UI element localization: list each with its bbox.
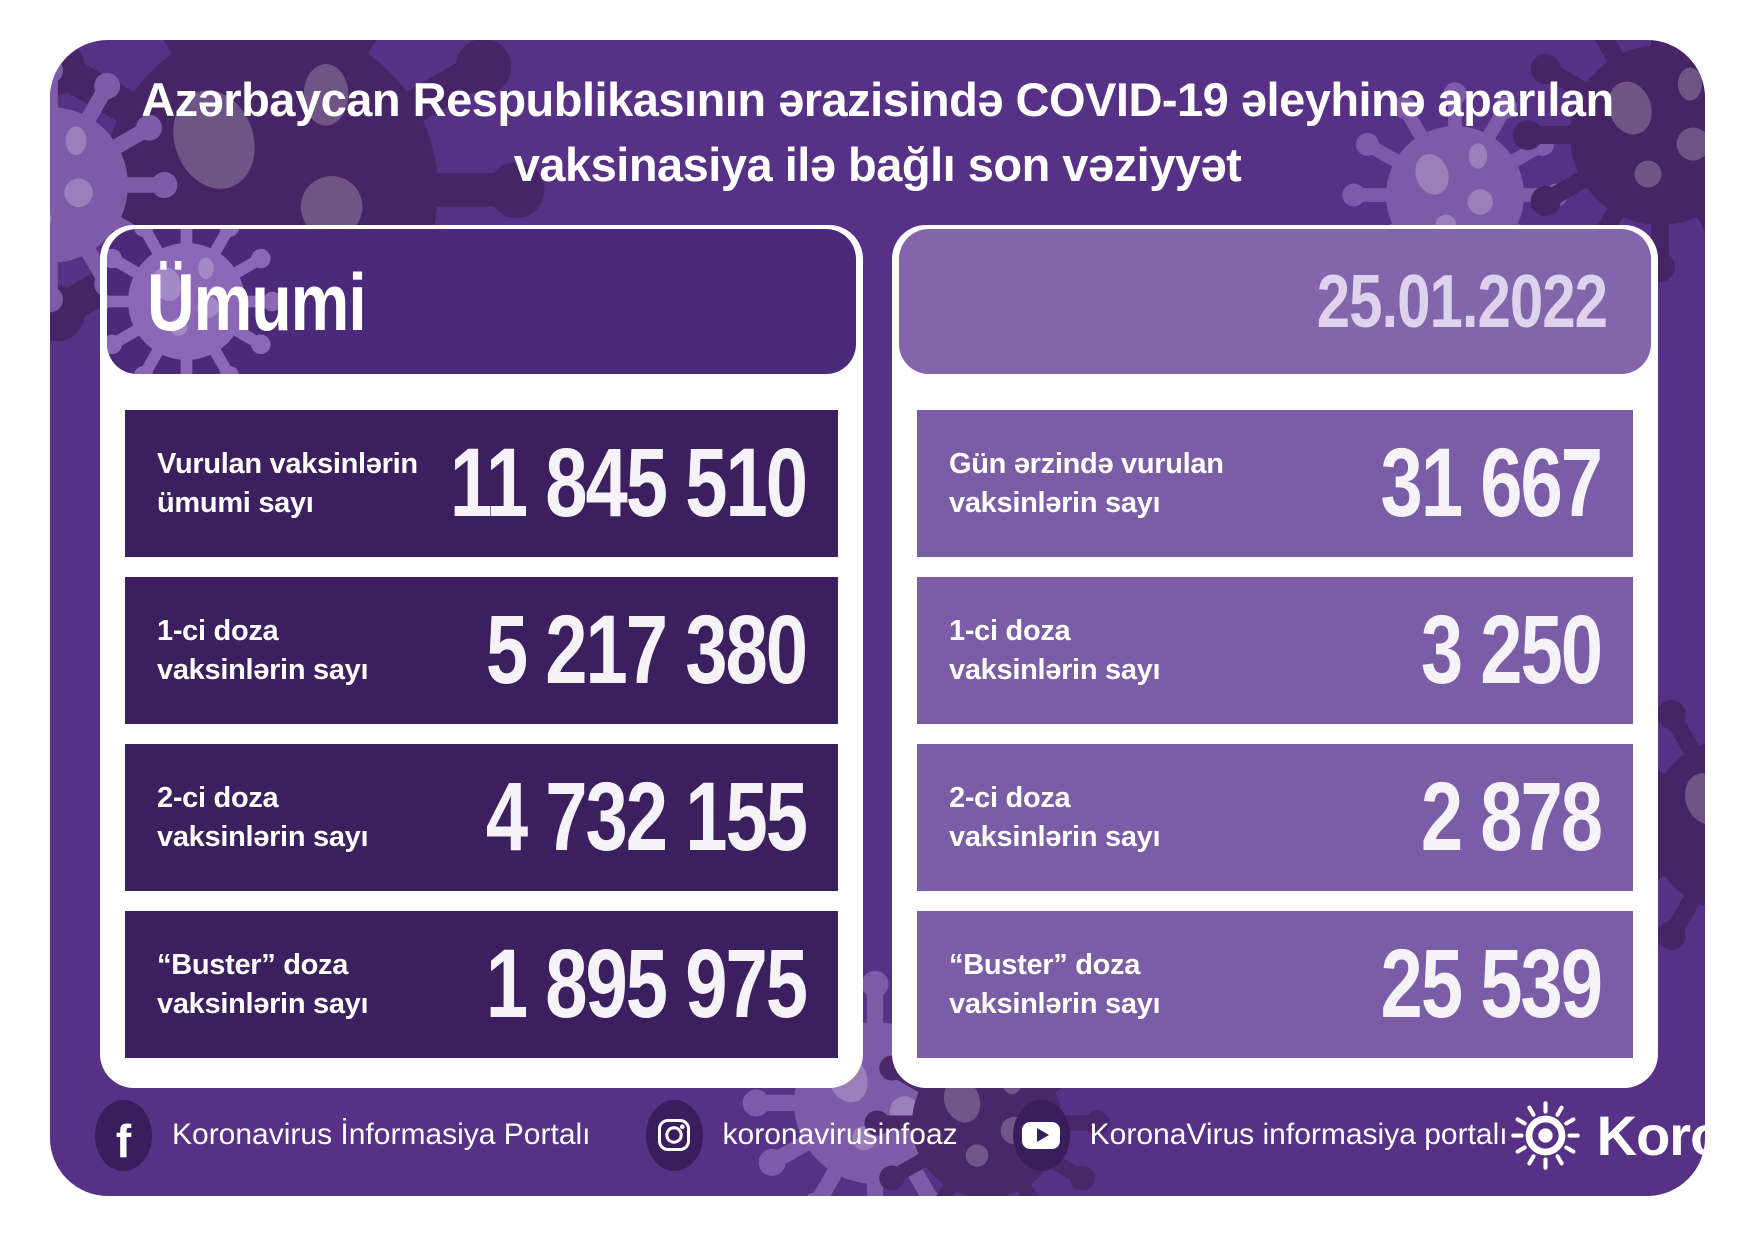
instagram-link[interactable]: koronavirusinfoaz: [645, 1099, 958, 1171]
facebook-icon[interactable]: f: [95, 1099, 152, 1171]
page-title: Azərbaycan Respublikasının ərazisində CO…: [50, 68, 1705, 198]
daily-rows: Gün ərzində vurulan vaksinlərin sayı 31 …: [917, 410, 1633, 1078]
stat-row-daily-all: Gün ərzində vurulan vaksinlərin sayı 31 …: [917, 410, 1633, 557]
stat-value: 5 217 380: [485, 596, 808, 705]
stat-row-daily-dose1: 1-ci doza vaksinlərin sayı 3 250: [917, 577, 1633, 724]
stat-row-total-booster: “Buster” doza vaksinlərin sayı 1 895 975: [125, 911, 838, 1058]
stat-value: 11 845 510: [449, 429, 808, 538]
total-stats-card: Ümumi Vurulan vaksinlərin ümumi sayı 11 …: [100, 225, 863, 1088]
stat-value: 2 878: [1420, 763, 1603, 872]
facebook-label: Koronavirus İnformasiya Portalı: [172, 1118, 591, 1151]
brand-name: KoronaVirus: [1596, 1103, 1705, 1167]
stat-label: Gün ərzində vurulan vaksinlərin sayı: [949, 448, 1224, 519]
stat-value: 3 250: [1420, 596, 1603, 705]
stat-value: 25 539: [1380, 930, 1603, 1039]
instagram-label: koronavirusinfoaz: [722, 1118, 958, 1151]
stat-label: 2-ci doza vaksinlərin sayı: [949, 782, 1161, 853]
youtube-link[interactable]: KoronaVirus informasiya portalı: [1012, 1099, 1508, 1171]
stat-label: 2-ci doza vaksinlərin sayı: [157, 782, 369, 853]
date-label: 25.01.2022: [1316, 259, 1608, 344]
footer: f Koronavirus İnformasiya Portalı korona…: [95, 1085, 1705, 1185]
stat-value: 31 667: [1380, 429, 1603, 538]
main-panel: Azərbaycan Respublikasının ərazisində CO…: [50, 40, 1705, 1196]
stat-row-total-all: Vurulan vaksinlərin ümumi sayı 11 845 51…: [125, 410, 838, 557]
youtube-label: KoronaVirus informasiya portalı: [1089, 1118, 1508, 1151]
stat-row-total-dose1: 1-ci doza vaksinlərin sayı 5 217 380: [125, 577, 838, 724]
stat-row-total-dose2: 2-ci doza vaksinlərin sayı 4 732 155: [125, 744, 838, 891]
total-card-title: Ümumi: [147, 256, 367, 347]
stat-value: 4 732 155: [485, 763, 808, 872]
facebook-link[interactable]: f Koronavirus İnformasiya Portalı: [95, 1099, 591, 1171]
stat-label: “Buster” doza vaksinlərin sayı: [157, 949, 369, 1020]
koronavirus-logo: KoronaVirus info: [1508, 1098, 1705, 1173]
stat-label: 1-ci doza vaksinlərin sayı: [157, 615, 369, 686]
koronavirus-virus-icon: [1508, 1098, 1583, 1173]
stat-label: “Buster” doza vaksinlərin sayı: [949, 949, 1161, 1020]
stat-value: 1 895 975: [485, 930, 808, 1039]
youtube-icon[interactable]: [1012, 1099, 1070, 1171]
daily-stats-card: 25.01.2022 Gün ərzində vurulan vaksinlər…: [892, 225, 1658, 1088]
stat-label: 1-ci doza vaksinlərin sayı: [949, 615, 1161, 686]
stat-label: Vurulan vaksinlərin ümumi sayı: [157, 448, 418, 519]
stat-row-daily-booster: “Buster” doza vaksinlərin sayı 25 539: [917, 911, 1633, 1058]
page-title-line2: vaksinasiya ilə bağlı son vəziyyət: [513, 137, 1242, 191]
total-card-header: Ümumi: [107, 229, 856, 374]
total-rows: Vurulan vaksinlərin ümumi sayı 11 845 51…: [125, 410, 838, 1078]
daily-card-header: 25.01.2022: [899, 229, 1651, 374]
instagram-icon[interactable]: [645, 1099, 703, 1171]
page-title-line1: Azərbaycan Respublikasının ərazisində CO…: [141, 73, 1614, 126]
stat-row-daily-dose2: 2-ci doza vaksinlərin sayı 2 878: [917, 744, 1633, 891]
